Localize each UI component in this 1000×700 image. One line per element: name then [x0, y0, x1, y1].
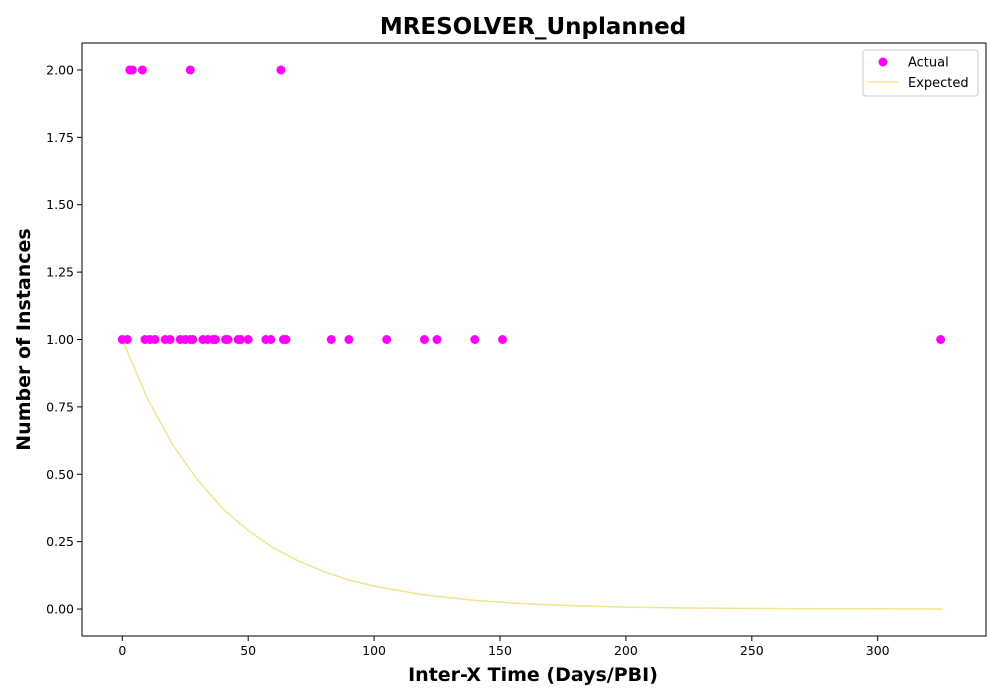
x-tick-label: 150	[488, 643, 512, 658]
actual-point	[185, 65, 195, 75]
y-axis: 0.00 0.25 0.50 0.75 1.00 1.25 1.50 1.75 2.00	[46, 62, 82, 617]
y-axis-label: Number of Instances	[13, 228, 35, 450]
plot-area	[81, 42, 987, 637]
y-tick-label: 1.00	[46, 332, 74, 347]
y-tick-label: 1.25	[46, 265, 74, 280]
actual-point	[165, 335, 175, 344]
y-tick-label: 2.00	[46, 62, 74, 77]
actual-point	[210, 335, 220, 344]
x-tick-label: 0	[118, 643, 126, 658]
actual-point	[122, 335, 132, 344]
actual-point	[498, 335, 508, 344]
x-tick-label: 50	[240, 643, 256, 658]
legend-actual-marker	[878, 57, 888, 67]
actual-point	[326, 335, 336, 344]
actual-point	[936, 335, 946, 344]
actual-point	[432, 335, 442, 344]
y-tick-label: 0.50	[46, 467, 74, 482]
expected-series	[121, 339, 944, 610]
y-tick-label: 1.75	[46, 130, 74, 145]
y-tick-label: 0.75	[46, 399, 74, 414]
actual-point	[344, 335, 354, 344]
legend-box	[862, 49, 979, 97]
actual-point	[382, 335, 392, 344]
legend-actual-label: Actual	[908, 56, 949, 71]
actual-point	[127, 65, 137, 75]
x-tick-label: 100	[362, 643, 386, 658]
legend: Actual Expected	[862, 49, 979, 97]
x-tick-label: 250	[740, 643, 764, 658]
actual-point	[470, 335, 480, 344]
actual-point	[266, 335, 276, 344]
y-tick-label: 1.50	[46, 197, 74, 212]
y-tick-label: 0.25	[46, 534, 74, 549]
x-tick-label: 200	[614, 643, 638, 658]
actual-point	[276, 65, 286, 75]
actual-point	[243, 335, 253, 344]
actual-point	[188, 335, 198, 344]
actual-point	[223, 335, 233, 344]
actual-point	[236, 335, 246, 344]
plot-frame	[81, 42, 987, 637]
expected-line	[121, 339, 944, 610]
y-tick-label: 0.00	[46, 602, 74, 617]
actual-series	[117, 65, 946, 344]
legend-expected-label: Expected	[908, 76, 969, 91]
x-axis: 0 50 100 150 200 250 300	[118, 636, 890, 658]
actual-point	[150, 335, 160, 344]
actual-point	[281, 335, 291, 344]
actual-point	[137, 65, 147, 75]
actual-point	[419, 335, 429, 344]
x-tick-label: 300	[866, 643, 890, 658]
chart-title: MRESOLVER_Unplanned	[380, 14, 686, 40]
x-axis-label: Inter-X Time (Days/PBI)	[408, 664, 658, 686]
